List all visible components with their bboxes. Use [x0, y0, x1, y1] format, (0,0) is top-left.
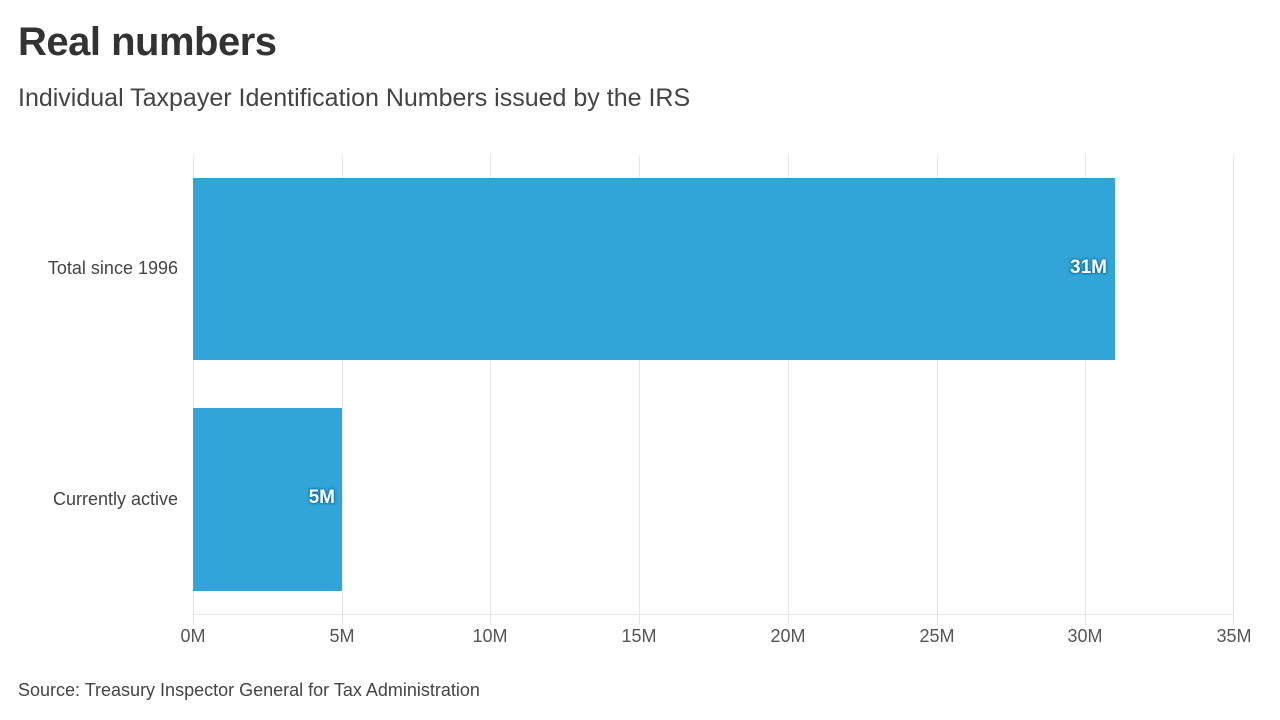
gridline-35m: [1233, 155, 1234, 625]
x-tick-label: 0M: [180, 626, 206, 646]
bar-value-label: 31M: [1070, 257, 1107, 278]
x-tick-label: 25M: [919, 626, 955, 646]
source-note: Source: Treasury Inspector General for T…: [18, 680, 480, 700]
plot-area: 31M 5M: [193, 155, 1234, 625]
gridline-25m: [937, 155, 938, 625]
category-label-total-since-1996: Total since 1996: [47, 258, 178, 278]
x-axis-line: [193, 614, 1234, 615]
bar-total-since-1996: 31M: [193, 178, 1115, 360]
bar-value-label: 5M: [308, 487, 335, 508]
gridline-0: [193, 155, 194, 625]
category-label-currently-active: Currently active: [52, 489, 178, 509]
x-tick-label: 10M: [472, 626, 508, 646]
chart-title: Real numbers: [18, 20, 277, 64]
bar-currently-active: 5M: [193, 408, 342, 591]
x-tick-label: 35M: [1216, 626, 1252, 646]
x-tick-label: 5M: [329, 626, 355, 646]
gridline-20m: [788, 155, 789, 625]
x-tick-label: 30M: [1067, 626, 1103, 646]
gridline-10m: [490, 155, 491, 625]
x-tick-label: 20M: [770, 626, 806, 646]
x-tick-label: 15M: [621, 626, 657, 646]
chart-subtitle: Individual Taxpayer Identification Numbe…: [18, 84, 691, 112]
gridline-15m: [639, 155, 640, 625]
gridline-30m: [1085, 155, 1086, 625]
gridline-5m: [342, 155, 343, 625]
